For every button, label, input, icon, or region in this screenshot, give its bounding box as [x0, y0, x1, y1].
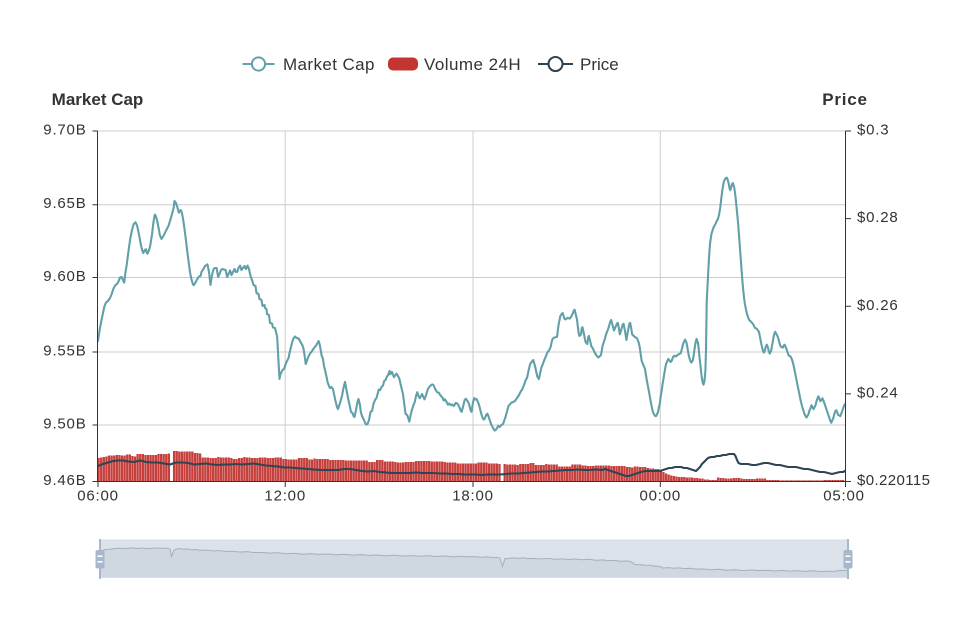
svg-text:Market Cap: Market Cap [283, 55, 375, 74]
svg-text:$0.220115: $0.220115 [857, 472, 930, 489]
svg-text:9.46B: 9.46B [43, 472, 86, 489]
svg-text:9.70B: 9.70B [43, 122, 86, 139]
svg-text:$0.3: $0.3 [857, 122, 889, 139]
svg-text:$0.24: $0.24 [857, 384, 899, 401]
svg-text:05:00: 05:00 [823, 488, 865, 505]
svg-text:12:00: 12:00 [264, 488, 306, 505]
svg-text:9.55B: 9.55B [43, 343, 86, 360]
svg-text:Price: Price [822, 90, 868, 109]
svg-text:06:00: 06:00 [77, 488, 119, 505]
svg-text:$0.26: $0.26 [857, 297, 899, 314]
svg-text:9.60B: 9.60B [43, 268, 86, 285]
svg-text:9.50B: 9.50B [43, 416, 86, 433]
svg-text:$0.28: $0.28 [857, 209, 899, 226]
svg-text:18:00: 18:00 [452, 488, 494, 505]
svg-text:Price: Price [580, 55, 619, 74]
svg-text:Market Cap: Market Cap [52, 90, 144, 109]
svg-text:9.65B: 9.65B [43, 195, 86, 212]
svg-text:Volume 24H: Volume 24H [424, 55, 521, 74]
svg-text:00:00: 00:00 [640, 488, 682, 505]
